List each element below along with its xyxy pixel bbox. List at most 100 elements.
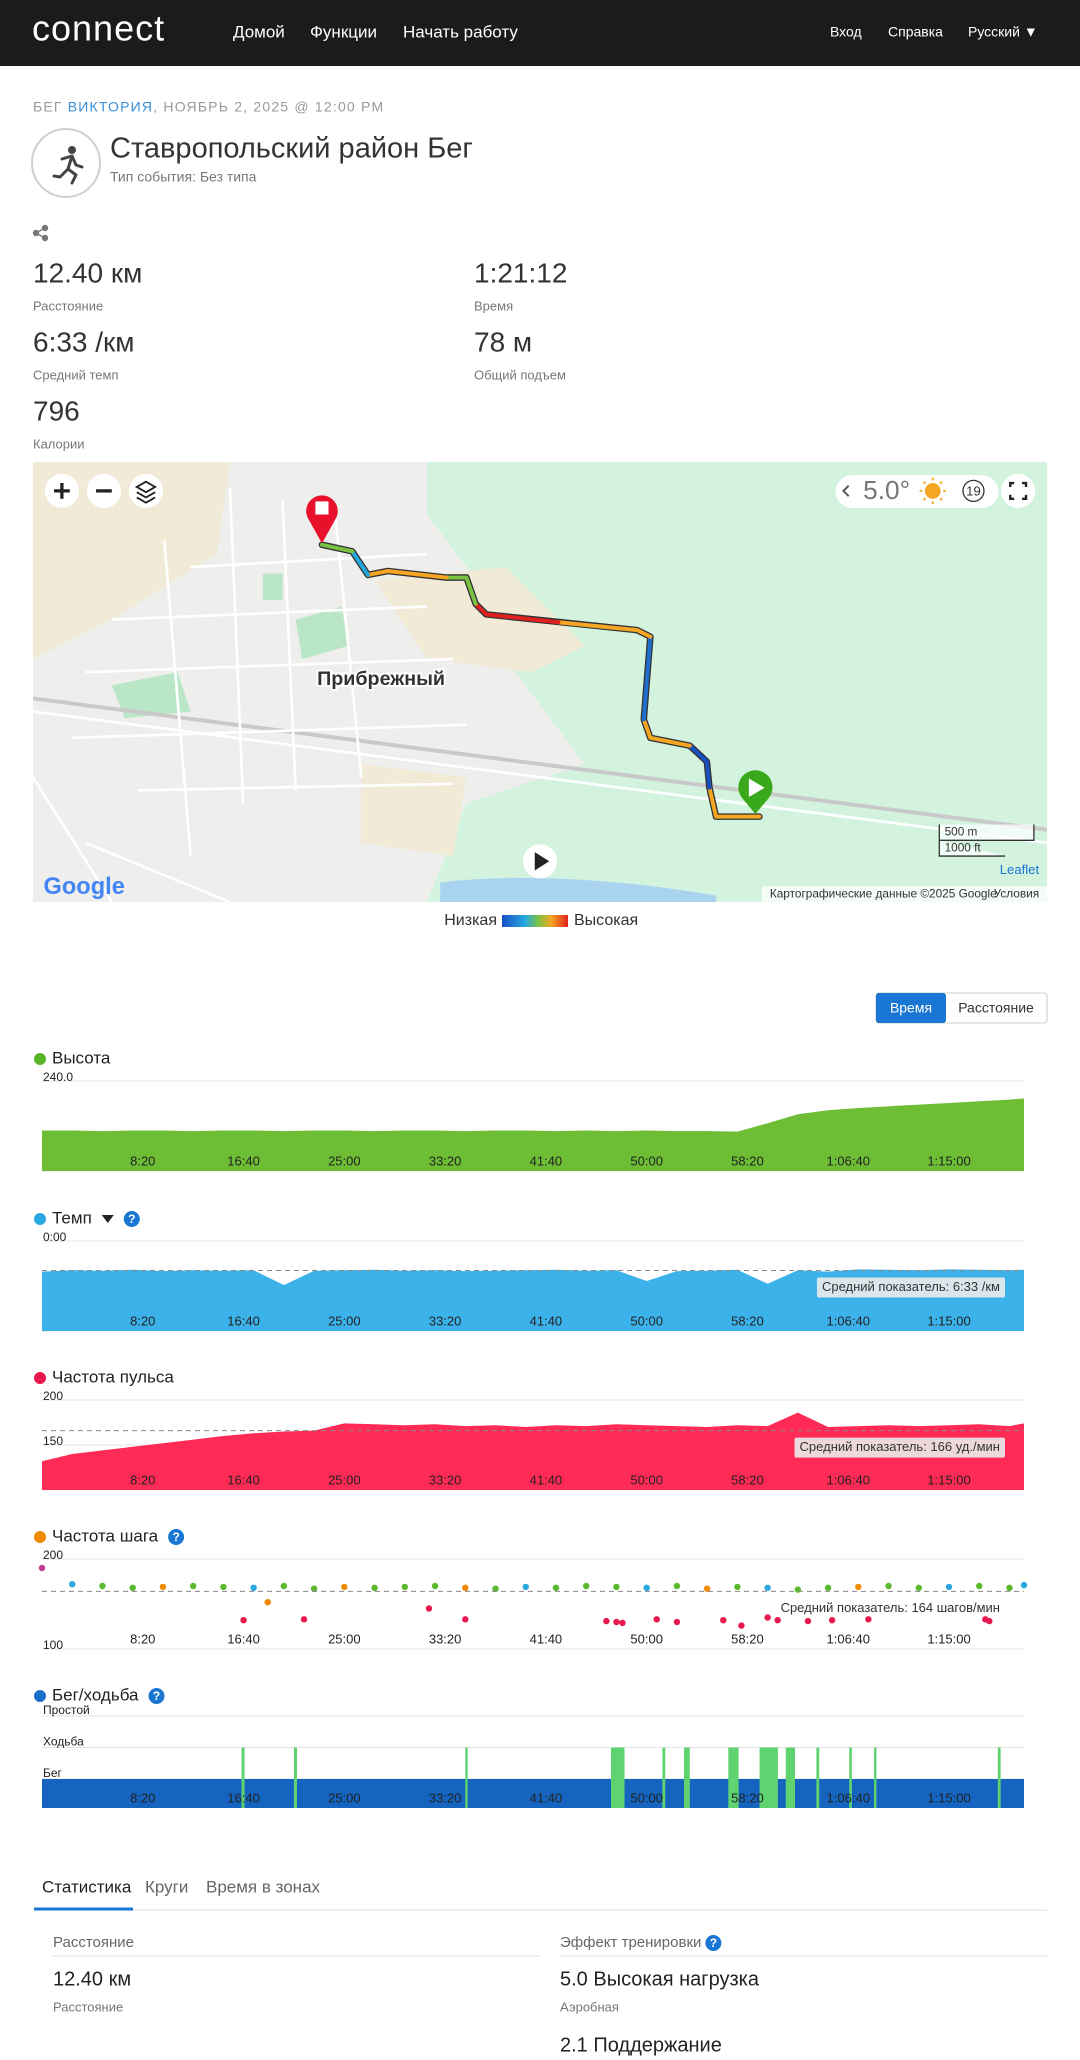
- x-tick-label: 50:00: [630, 1313, 663, 1328]
- legend-high: Высокая: [574, 912, 638, 929]
- series-marker: [34, 1372, 46, 1384]
- toggle-button[interactable]: Расстояние: [958, 1000, 1034, 1016]
- help-icon[interactable]: [148, 1688, 165, 1704]
- y-tick-label: 240.0: [43, 1070, 73, 1084]
- series-marker: [34, 1053, 46, 1065]
- activity-date: , НОЯБРЬ 2, 2025 @ 12:00 PM: [153, 99, 384, 115]
- header-bar: [0, 0, 1080, 66]
- x-tick-label: 8:20: [130, 1472, 155, 1487]
- help-icon[interactable]: [705, 1935, 722, 1951]
- point: [159, 1583, 167, 1591]
- help-glyph: ?: [128, 1212, 135, 1226]
- finish-marker[interactable]: [306, 495, 338, 544]
- header-link[interactable]: Русский ▼: [968, 24, 1038, 40]
- point: [613, 1618, 620, 1626]
- average-label: Средний показатель: 164 шагов/мин: [781, 1600, 1000, 1615]
- x-tick-label: 33:20: [429, 1313, 462, 1328]
- series-marker: [34, 1213, 46, 1225]
- nav-link[interactable]: Начать работу: [403, 22, 518, 41]
- help-icon[interactable]: [123, 1211, 140, 1227]
- stat-value: 796: [33, 395, 80, 426]
- point: [401, 1583, 409, 1591]
- help-glyph: ?: [153, 1689, 160, 1703]
- y-tick-label: 0:00: [43, 1230, 67, 1244]
- x-tick-label: 1:15:00: [927, 1472, 970, 1487]
- nav-link[interactable]: Домой: [233, 22, 285, 41]
- point: [220, 1583, 227, 1591]
- replay-button[interactable]: [522, 844, 558, 879]
- x-tick-label: 1:15:00: [927, 1790, 970, 1805]
- x-tick-label: 33:20: [429, 1153, 462, 1168]
- x-tick-label: 1:15:00: [927, 1153, 970, 1168]
- x-tick-label: 8:20: [130, 1153, 155, 1168]
- point: [774, 1617, 781, 1624]
- nav-link[interactable]: Функции: [310, 22, 377, 41]
- walk-segment: [849, 1747, 852, 1808]
- help-icon[interactable]: [168, 1529, 185, 1545]
- x-tick-label: 58:20: [731, 1472, 764, 1487]
- walk-segment: [293, 1747, 297, 1808]
- map-leaflet[interactable]: Leaflet: [1000, 862, 1040, 877]
- map-google: Google: [44, 874, 125, 900]
- event-type: Тип события: Без типа: [110, 169, 257, 185]
- map-layers[interactable]: [128, 473, 164, 508]
- walk-segment: [759, 1747, 778, 1808]
- x-tick-label: 33:20: [429, 1472, 462, 1487]
- header-link[interactable]: Вход: [830, 24, 862, 40]
- x-tick-label: 25:00: [328, 1472, 361, 1487]
- tab[interactable]: Статистика: [42, 1877, 132, 1896]
- walk-segment: [465, 1747, 468, 1808]
- point: [855, 1583, 862, 1591]
- weather-pill[interactable]: [835, 475, 999, 508]
- chart-title: Высота: [52, 1048, 111, 1067]
- series-marker: [34, 1690, 46, 1702]
- x-tick-label: 8:20: [130, 1313, 155, 1328]
- stat-label: Время: [474, 298, 513, 313]
- tab[interactable]: Время в зонах: [206, 1877, 321, 1896]
- activity-title: Ставропольский район Бег: [110, 133, 473, 165]
- x-tick-label: 58:20: [731, 1790, 764, 1805]
- area: [42, 1098, 1024, 1171]
- point: [1020, 1581, 1028, 1589]
- x-tick-label: 58:20: [731, 1631, 764, 1646]
- x-tick-label: 25:00: [328, 1313, 361, 1328]
- stat-label: Расстояние: [33, 298, 103, 313]
- toggle-button[interactable]: Время: [890, 1000, 932, 1016]
- x-tick-label: 41:40: [530, 1153, 563, 1168]
- map-terms[interactable]: Условия: [994, 886, 1039, 900]
- chart-title: Частота шага: [52, 1526, 159, 1545]
- map-zoom-in[interactable]: [44, 473, 79, 508]
- tab[interactable]: Круги: [145, 1877, 188, 1896]
- walk-segment: [662, 1747, 666, 1808]
- start-marker[interactable]: [738, 770, 773, 815]
- stat-label: Калории: [33, 436, 85, 451]
- y-category-label: Бег: [43, 1766, 63, 1780]
- share-icon[interactable]: [32, 224, 49, 242]
- x-tick-label: 50:00: [630, 1790, 663, 1805]
- x-tick-label: 1:06:40: [827, 1631, 870, 1646]
- summary-heading: Эффект тренировки: [560, 1934, 701, 1951]
- activity-type: БЕГ: [33, 99, 63, 115]
- point: [1006, 1584, 1013, 1592]
- dropdown-icon[interactable]: [101, 1215, 114, 1223]
- toggle-active[interactable]: [876, 993, 946, 1023]
- x-tick-label: 16:40: [227, 1790, 260, 1805]
- point: [300, 1616, 308, 1623]
- help-glyph: ?: [172, 1530, 179, 1544]
- map-fullscreen[interactable]: [1001, 473, 1036, 508]
- point: [738, 1622, 745, 1629]
- stat-label: Общий подъем: [474, 367, 566, 382]
- x-tick-label: 41:40: [530, 1472, 563, 1487]
- activity-owner[interactable]: ВИКТОРИЯ: [68, 99, 153, 115]
- x-tick-label: 50:00: [630, 1153, 663, 1168]
- header-link[interactable]: Справка: [888, 24, 943, 40]
- map-zoom-out[interactable]: [86, 473, 122, 508]
- summary-value: 2.1 Поддержание: [560, 2034, 722, 2056]
- stat-value: 1:21:12: [474, 257, 567, 288]
- point: [764, 1614, 771, 1621]
- x-tick-label: 33:20: [429, 1790, 462, 1805]
- point: [129, 1584, 136, 1592]
